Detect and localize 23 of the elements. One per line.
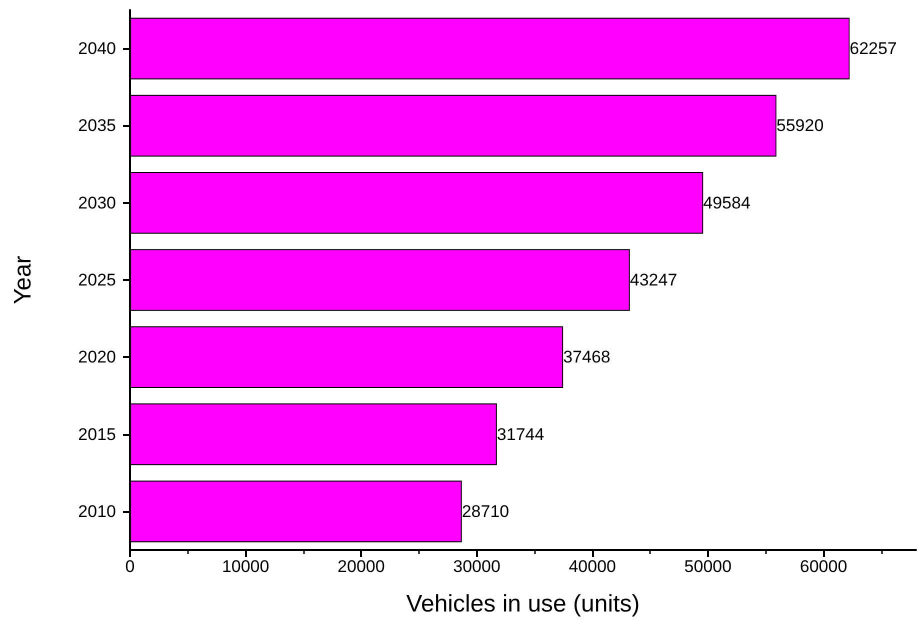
- y-tick-label: 2035: [78, 116, 116, 136]
- y-tick-label: 2040: [78, 39, 116, 58]
- data-label: 43247: [630, 270, 678, 290]
- data-label: 28710: [462, 502, 510, 521]
- x-tick-label: 50000: [684, 557, 732, 576]
- x-tick-label: 0: [125, 557, 135, 576]
- data-label: 31744: [496, 424, 544, 444]
- y-tick-label: 2025: [78, 270, 116, 290]
- y-tick-label: 2030: [78, 193, 116, 212]
- data-label: 49584: [703, 193, 750, 212]
- x-axis-title: Vehicles in use (units): [406, 590, 640, 618]
- y-tick-label: 2015: [78, 424, 116, 444]
- y-tick-label: 2020: [78, 348, 116, 367]
- data-label: 37468: [563, 348, 610, 367]
- x-tick-label: 10000: [222, 557, 270, 576]
- x-tick-label: 30000: [453, 557, 500, 576]
- x-tick-label: 20000: [338, 557, 385, 576]
- y-tick-label: 2010: [78, 502, 116, 521]
- data-label: 55920: [776, 116, 824, 136]
- data-label: 62257: [850, 39, 897, 58]
- y-axis-title: Year: [10, 256, 36, 304]
- x-tick-label: 40000: [568, 557, 616, 576]
- x-tick-label: 60000: [800, 557, 848, 576]
